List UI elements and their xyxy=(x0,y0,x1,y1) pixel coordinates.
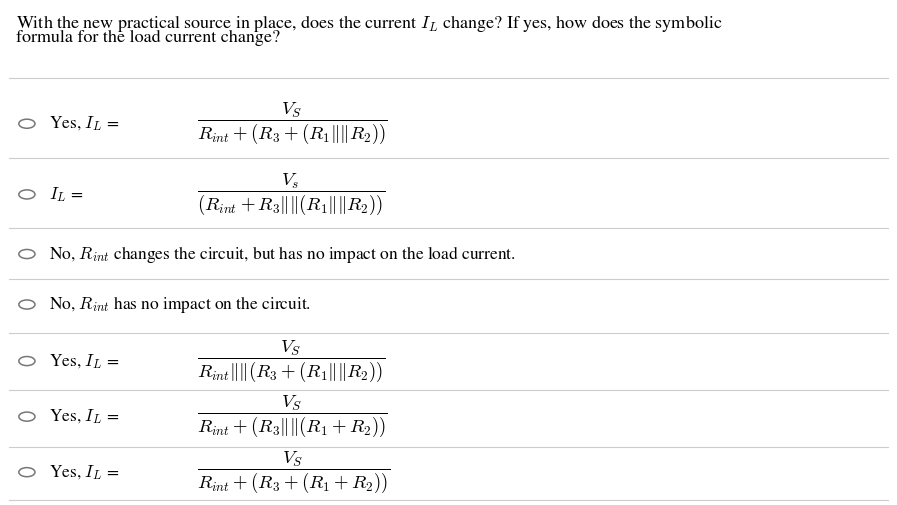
Text: Yes, $\mathit{I_L}$ =: Yes, $\mathit{I_L}$ = xyxy=(49,351,119,371)
Text: Yes, $\mathit{I_L}$ =: Yes, $\mathit{I_L}$ = xyxy=(49,114,119,133)
Text: No, $R_{int}$ has no impact on the circuit.: No, $R_{int}$ has no impact on the circu… xyxy=(49,294,311,315)
Text: Yes, $\mathit{I_L}$ =: Yes, $\mathit{I_L}$ = xyxy=(49,463,119,482)
Text: $\mathit{I_L}$ =: $\mathit{I_L}$ = xyxy=(49,185,83,204)
Text: $\dfrac{V_s}{(R_{int}+R_3\|\|(R_1\|\|R_2))}$: $\dfrac{V_s}{(R_{int}+R_3\|\|(R_1\|\|R_2… xyxy=(197,172,386,217)
Text: With the new practical source in place, does the current $I_L$ change? If yes, h: With the new practical source in place, … xyxy=(16,13,723,34)
Text: $\dfrac{V_S}{R_{int}+(R_3\|\|(R_1+R_2))}$: $\dfrac{V_S}{R_{int}+(R_3\|\|(R_1+R_2))}… xyxy=(197,394,388,439)
Text: $\dfrac{V_S}{R_{int}\|\|(R_3+(R_1\|\|R_2))}$: $\dfrac{V_S}{R_{int}\|\|(R_3+(R_1\|\|R_2… xyxy=(197,338,386,384)
Text: $\dfrac{V_S}{R_{int}+(R_3+(R_1\|\|R_2))}$: $\dfrac{V_S}{R_{int}+(R_3+(R_1\|\|R_2))}… xyxy=(197,101,388,146)
Text: No, $R_{int}$ changes the circuit, but has no impact on the load current.: No, $R_{int}$ changes the circuit, but h… xyxy=(49,243,516,265)
Text: $\dfrac{V_S}{R_{int}+(R_3+(R_1+R_2))}$: $\dfrac{V_S}{R_{int}+(R_3+(R_1+R_2))}$ xyxy=(197,449,390,495)
Text: Yes, $\mathit{I_L}$ =: Yes, $\mathit{I_L}$ = xyxy=(49,407,119,426)
Text: formula for the load current change?: formula for the load current change? xyxy=(16,30,280,46)
